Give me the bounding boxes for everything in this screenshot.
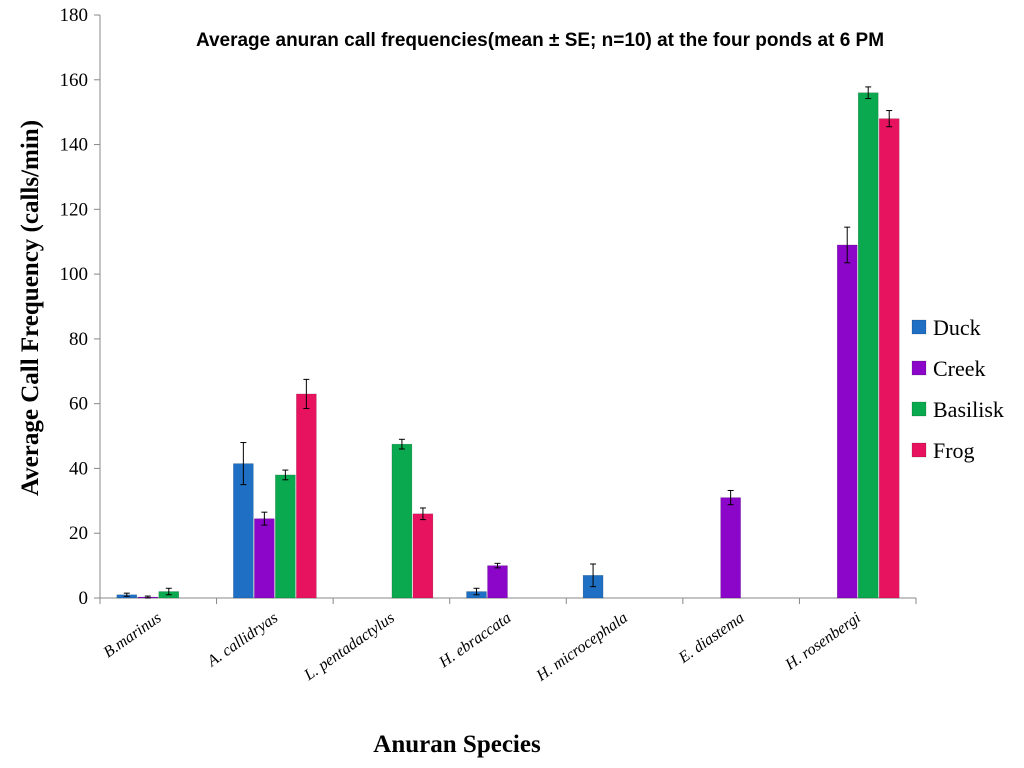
x-axis-title: Anuran Species bbox=[373, 731, 541, 758]
bar-basilisk bbox=[391, 443, 413, 599]
x-tick-label: H. microcephala bbox=[533, 609, 631, 685]
bar-creek bbox=[487, 565, 508, 599]
legend-swatch-basilisk bbox=[911, 401, 927, 417]
y-tick-label: 120 bbox=[60, 199, 89, 220]
y-tick-label: 0 bbox=[79, 588, 89, 609]
y-tick-label: 180 bbox=[60, 5, 89, 26]
bar-frog bbox=[296, 393, 317, 599]
bar-frog bbox=[412, 513, 434, 599]
y-tick-label: 80 bbox=[69, 329, 88, 350]
y-tick-label: 60 bbox=[69, 394, 88, 415]
y-tick-label: 40 bbox=[69, 458, 88, 479]
chart-title: Average anuran call frequencies(mean ± S… bbox=[196, 30, 884, 51]
x-tick-label: B.marinus bbox=[101, 609, 165, 661]
legend-label-creek: Creek bbox=[933, 356, 986, 381]
y-tick-label: 140 bbox=[60, 135, 89, 156]
bar-creek bbox=[836, 244, 858, 599]
legend-swatch-frog bbox=[911, 442, 927, 458]
x-tick-label: H. ebraccata bbox=[435, 609, 514, 671]
legend-label-frog: Frog bbox=[933, 438, 975, 463]
legend-label-duck: Duck bbox=[933, 315, 981, 340]
y-tick-label: 160 bbox=[60, 70, 89, 91]
y-tick-label: 20 bbox=[69, 523, 88, 544]
legend-swatch-creek bbox=[911, 360, 927, 376]
x-tick-label: A. callidryas bbox=[204, 609, 282, 670]
legend-swatch-duck bbox=[911, 319, 927, 335]
bar-creek bbox=[720, 497, 741, 599]
bar-creek bbox=[254, 518, 275, 599]
y-axis-title: Average Call Frequency (calls/min) bbox=[17, 120, 44, 496]
x-tick-label: H. rosenbergi bbox=[782, 609, 864, 674]
bar-basilisk bbox=[857, 92, 879, 599]
x-tick-label: L. pentadactylus bbox=[301, 609, 398, 684]
bar-basilisk bbox=[275, 474, 296, 599]
plot-area: 0 20 40 60 80 100 120 140 160 180 B.marinus A. call… bbox=[60, 5, 917, 685]
legend-label-basilisk: Basilisk bbox=[933, 397, 1004, 422]
y-tick-label: 100 bbox=[60, 264, 89, 285]
x-tick-label: E. diastema bbox=[675, 609, 747, 667]
bar-frog bbox=[878, 118, 900, 599]
legend: Duck Creek Basilisk Frog bbox=[911, 315, 1004, 463]
